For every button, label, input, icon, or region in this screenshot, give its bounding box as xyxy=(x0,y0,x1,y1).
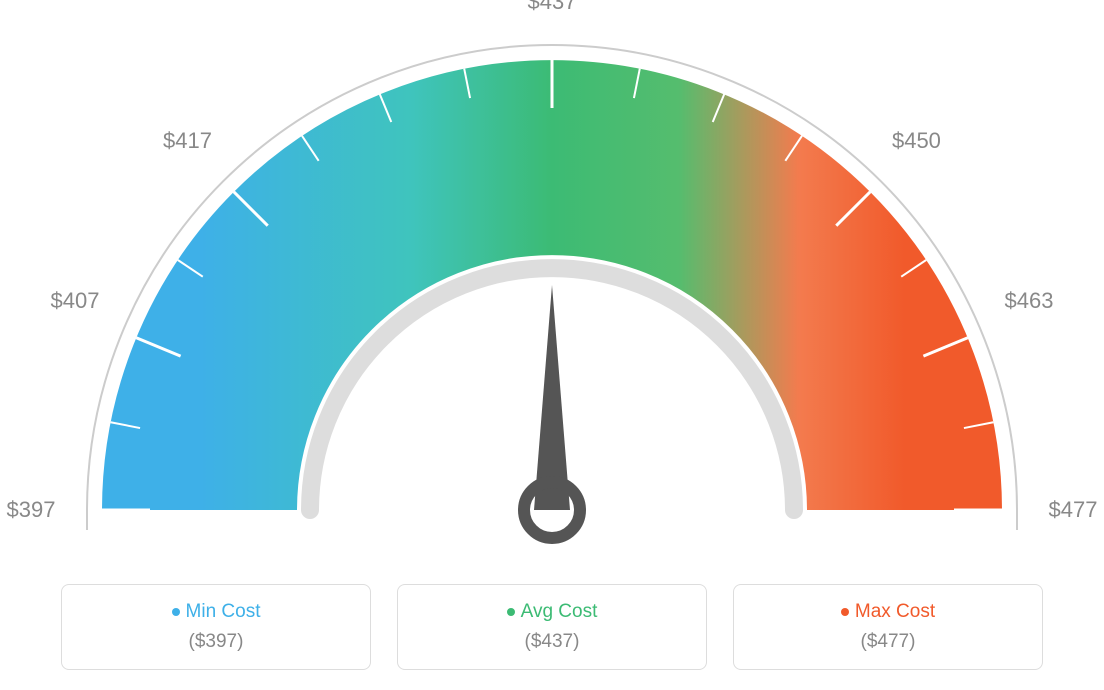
legend-card-max: Max Cost ($477) xyxy=(733,584,1043,670)
tick-label: $463 xyxy=(1005,288,1054,314)
tick-label: $477 xyxy=(1049,497,1098,523)
legend-label-min: Min Cost xyxy=(186,601,261,622)
legend-title-avg: Avg Cost xyxy=(410,601,694,623)
legend-dot-max xyxy=(841,608,849,616)
tick-label: $450 xyxy=(892,128,941,154)
legend-card-min: Min Cost ($397) xyxy=(61,584,371,670)
legend-row: Min Cost ($397) Avg Cost ($437) Max Cost… xyxy=(0,584,1104,670)
legend-label-avg: Avg Cost xyxy=(521,601,598,622)
legend-title-min: Min Cost xyxy=(74,601,358,623)
tick-label: $397 xyxy=(7,497,56,523)
legend-title-max: Max Cost xyxy=(746,601,1030,623)
legend-value-avg: ($437) xyxy=(410,631,694,653)
legend-card-avg: Avg Cost ($437) xyxy=(397,584,707,670)
tick-label: $417 xyxy=(163,128,212,154)
gauge-svg xyxy=(0,0,1104,570)
legend-value-min: ($397) xyxy=(74,631,358,653)
tick-label: $437 xyxy=(528,0,577,15)
gauge-chart: $397 $407 $417 $437 $450 $463 $477 xyxy=(0,0,1104,570)
legend-label-max: Max Cost xyxy=(855,601,935,622)
legend-dot-min xyxy=(172,608,180,616)
tick-label: $407 xyxy=(51,288,100,314)
legend-dot-avg xyxy=(507,608,515,616)
legend-value-max: ($477) xyxy=(746,631,1030,653)
